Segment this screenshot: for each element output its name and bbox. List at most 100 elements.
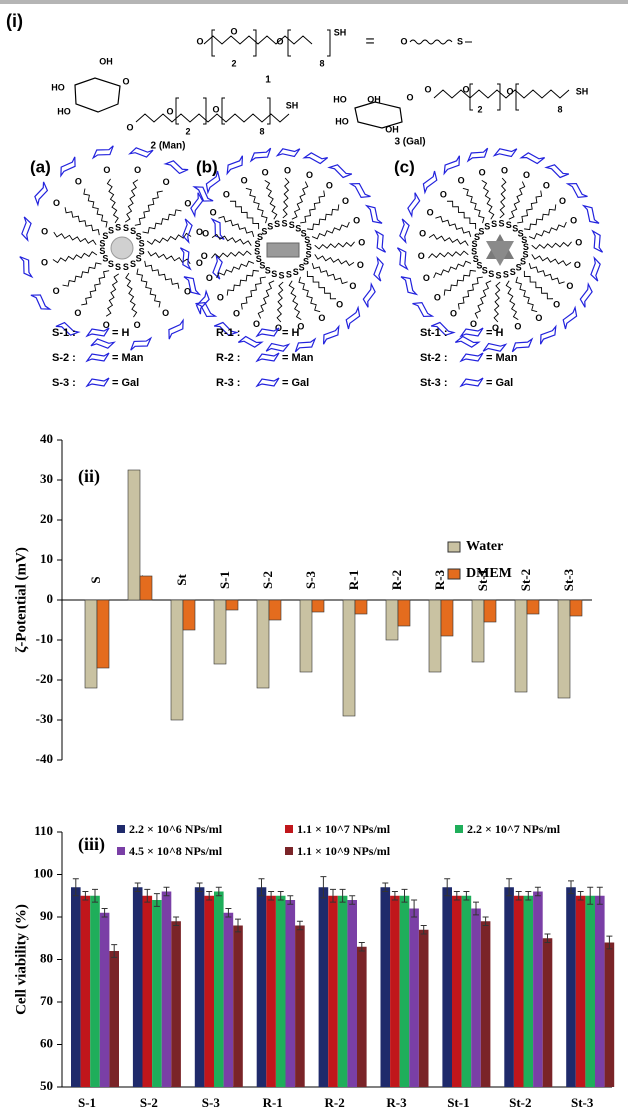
atom-label: 8	[259, 126, 264, 136]
atom-label: O	[212, 104, 219, 114]
bar	[170, 599, 184, 721]
compound-label: 3 (Gal)	[394, 137, 425, 148]
bar	[409, 908, 419, 1087]
atom-label: SH	[334, 27, 347, 37]
particle-label: (a)	[30, 157, 51, 176]
legend-name: St-2 :	[420, 352, 448, 364]
error-bar	[215, 886, 222, 897]
bar	[514, 599, 528, 693]
sugar-icon	[226, 155, 244, 176]
linker-atom: O	[523, 170, 530, 180]
legend-value: = Man	[486, 352, 518, 364]
x-tick-label: S-1	[78, 1095, 96, 1110]
error-bar	[453, 891, 460, 901]
sugar-icon	[179, 247, 192, 271]
anchor-atom: S	[130, 226, 136, 236]
sugar-icon	[511, 337, 534, 353]
ligand-chain	[240, 276, 266, 310]
bar	[194, 887, 205, 1087]
sugar-icon	[579, 282, 593, 308]
bar	[542, 938, 553, 1087]
linker-atom: O	[162, 308, 169, 318]
sugar-icon	[373, 255, 384, 282]
x-tick-label: S-2	[260, 571, 275, 589]
sugar-icon	[322, 324, 340, 345]
bar	[390, 895, 400, 1087]
ligand-chain	[124, 179, 139, 223]
bar	[127, 469, 141, 601]
bar	[428, 599, 442, 673]
sugar-icon	[466, 147, 489, 163]
repeat-bracket	[287, 29, 291, 57]
sugar-icon	[55, 321, 81, 336]
atom-label: O	[126, 122, 133, 132]
panel-label: (iii)	[78, 834, 105, 855]
bar	[452, 895, 462, 1087]
legend-value: = Man	[112, 352, 144, 364]
ligand-chain	[462, 187, 485, 224]
atom-label: O	[506, 86, 513, 96]
error-bar	[391, 891, 398, 901]
bar	[461, 895, 472, 1087]
bar	[90, 895, 100, 1087]
error-bar	[144, 888, 151, 903]
linker-atom: O	[543, 180, 550, 190]
anchor-atom: S	[304, 235, 310, 245]
core-star	[486, 241, 514, 266]
bar	[295, 925, 305, 1087]
linker-atom: O	[217, 293, 224, 303]
x-tick-label: S-2	[140, 1095, 158, 1110]
anchor-atom: S	[473, 254, 479, 264]
sugar-icon	[192, 186, 214, 202]
sugar-icon	[163, 160, 189, 175]
ligand-chain	[481, 179, 495, 220]
sugar-icon	[182, 218, 193, 245]
legend-swatch	[285, 825, 293, 833]
bar	[318, 887, 329, 1087]
sugar-icon	[459, 377, 484, 388]
linker-atom: O	[202, 229, 209, 239]
sugar-icon	[407, 192, 421, 218]
linker-atom: O	[358, 238, 365, 248]
error-bar	[339, 888, 346, 903]
repeat-bracket	[211, 29, 215, 57]
linker-atom: O	[336, 299, 343, 309]
error-bar	[420, 925, 427, 935]
anchor-atom: S	[265, 265, 271, 275]
error-bar	[82, 891, 89, 901]
bar	[266, 895, 276, 1087]
ligand-chain	[517, 190, 543, 224]
anchor-atom: S	[474, 232, 480, 242]
linker-atom: O	[458, 176, 465, 186]
legend-value: = H	[282, 327, 299, 339]
ligand-chain	[523, 270, 554, 300]
linker-atom: O	[423, 273, 430, 283]
anchor-atom: S	[303, 257, 309, 267]
y-tick-label: 10	[40, 551, 53, 566]
ligand-chain	[300, 190, 326, 224]
y-tick-label: -10	[36, 631, 53, 646]
bar	[397, 599, 411, 627]
linker-atom: O	[74, 308, 81, 318]
ligand-chain	[435, 215, 472, 237]
ligand-chain	[311, 221, 350, 240]
sugar-icon	[539, 324, 557, 345]
linker-atom: O	[53, 286, 60, 296]
repeat-bracket	[497, 83, 501, 111]
x-tick-label: R-3	[386, 1095, 407, 1110]
error-bar	[72, 878, 79, 897]
legend-label: 1.1 × 10^7 NPs/ml	[297, 822, 391, 836]
bar	[268, 599, 282, 621]
sugar-icon	[183, 276, 202, 296]
linker-atom: O	[163, 177, 170, 187]
anchor-atom: S	[482, 265, 488, 275]
ligand-chain	[291, 181, 309, 220]
abbrev-atom: S	[457, 36, 463, 46]
anchor-atom: S	[305, 250, 311, 260]
anchor-atom: S	[123, 262, 129, 272]
error-bar	[606, 935, 613, 950]
panel-label: (ii)	[78, 466, 100, 487]
sugar-icon	[590, 255, 601, 282]
legend-label: 4.5 × 10^8 NPs/ml	[129, 844, 223, 858]
